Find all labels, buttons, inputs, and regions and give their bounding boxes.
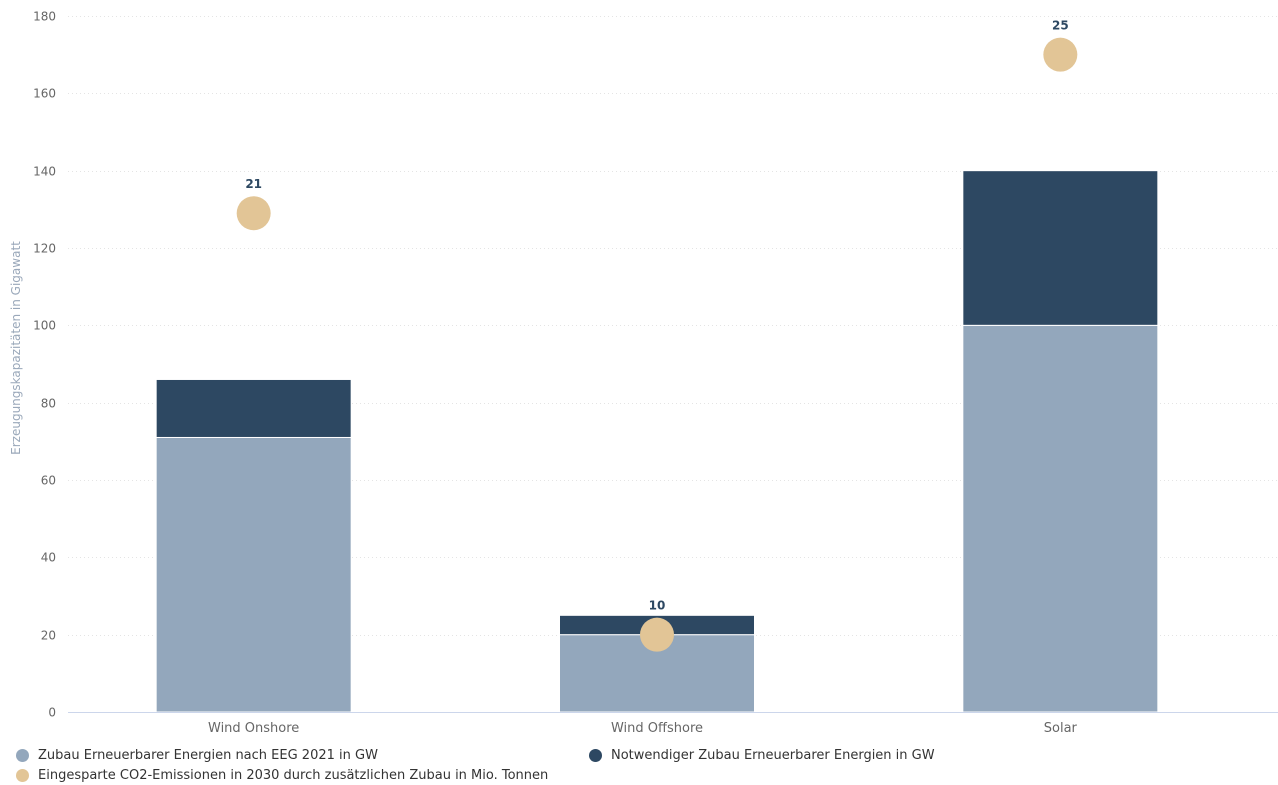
x-tick-labels: Wind Onshore Wind Offshore Solar bbox=[208, 721, 1078, 736]
legend-label-notwendig: Notwendiger Zubau Erneuerbarer Energien … bbox=[611, 748, 935, 763]
legend-marker-icon bbox=[16, 769, 29, 782]
bar-eeg[interactable] bbox=[155, 436, 352, 713]
y-tick-label: 160 bbox=[33, 87, 56, 101]
co2-data-label: 25 bbox=[1052, 19, 1069, 33]
y-axis-title: Erzeugungskapazitäten in Gigawatt bbox=[9, 241, 23, 455]
y-tick-label: 0 bbox=[48, 706, 56, 720]
co2-point[interactable] bbox=[1043, 37, 1078, 72]
legend-label-co2: Eingesparte CO2-Emissionen in 2030 durch… bbox=[38, 768, 549, 783]
co2-point[interactable] bbox=[236, 196, 271, 231]
y-tick-label: 100 bbox=[33, 319, 56, 333]
bars bbox=[155, 170, 1159, 713]
co2-data-labels: 21 10 25 bbox=[245, 19, 1068, 613]
co2-point[interactable] bbox=[640, 617, 674, 652]
y-tick-label: 60 bbox=[41, 474, 56, 488]
y-tick-label: 80 bbox=[41, 397, 56, 411]
bar-notwendig[interactable] bbox=[155, 378, 352, 438]
legend-marker-icon bbox=[589, 749, 602, 762]
y-tick-label: 120 bbox=[33, 242, 56, 256]
bar-notwendig[interactable] bbox=[962, 170, 1159, 326]
legend-item-co2[interactable]: Eingesparte CO2-Emissionen in 2030 durch… bbox=[16, 768, 548, 783]
y-tick-labels: 0 20 40 60 80 100 120 140 160 180 bbox=[33, 10, 56, 720]
legend-label-eeg: Zubau Erneuerbarer Energien nach EEG 202… bbox=[38, 748, 378, 763]
x-tick-label: Wind Offshore bbox=[611, 721, 703, 736]
co2-data-label: 10 bbox=[649, 599, 666, 613]
legend-item-notwendig[interactable]: Notwendiger Zubau Erneuerbarer Energien … bbox=[589, 748, 935, 763]
co2-data-label: 21 bbox=[245, 177, 262, 191]
x-tick-label: Wind Onshore bbox=[208, 721, 299, 736]
x-tick-label: Solar bbox=[1044, 721, 1078, 736]
y-tick-label: 180 bbox=[33, 10, 56, 24]
y-tick-label: 140 bbox=[33, 165, 56, 179]
y-tick-label: 40 bbox=[41, 551, 56, 565]
legend-item-eeg[interactable]: Zubau Erneuerbarer Energien nach EEG 202… bbox=[16, 748, 378, 763]
co2-points bbox=[236, 37, 1078, 652]
bar-eeg[interactable] bbox=[962, 324, 1159, 713]
legend-marker-icon bbox=[16, 749, 29, 762]
y-tick-label: 20 bbox=[41, 629, 56, 643]
